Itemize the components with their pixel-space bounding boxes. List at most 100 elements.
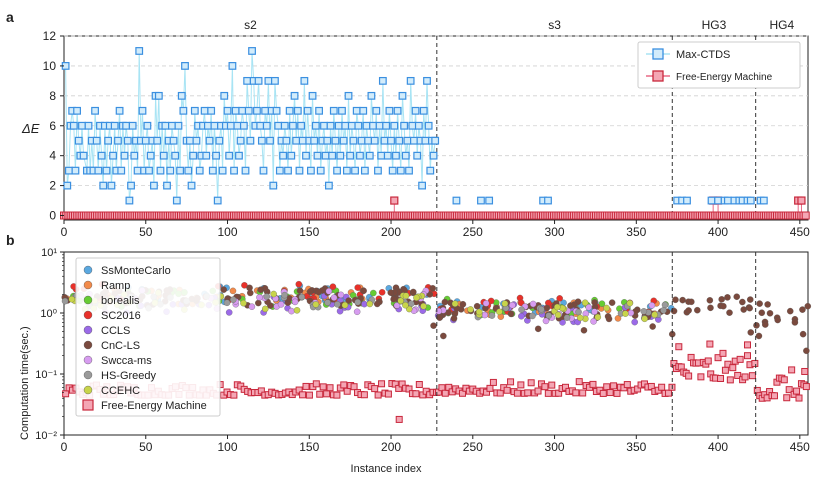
fem-time-point [517,381,525,389]
fem-point [801,211,810,220]
max-ctds-point [145,166,153,175]
fem-time-point [326,384,334,392]
fem-time-point [513,389,521,397]
max-ctds-point [328,151,337,160]
baseline-point [766,310,774,317]
fem-time-outlier [706,340,714,348]
fem-time-point [412,390,420,398]
panel-b-ylabel: Computation time(sec.) [19,326,31,440]
baseline-point [608,299,616,306]
max-ctds-point [364,136,373,145]
max-ctds-point [192,136,201,145]
max-ctds-point [349,136,358,145]
baseline-point [410,288,417,296]
legend-b-label-borealis: borealis [101,295,140,307]
baseline-point [223,299,231,307]
max-ctds-point [213,196,222,205]
panel-a-xtick-label: 0 [61,225,68,239]
baseline-point [451,300,459,307]
panel-b-xtick-label: 350 [626,440,646,454]
fem-time-point [748,372,756,380]
max-ctds-point [239,121,248,130]
max-ctds-point [331,136,340,145]
max-ctds-point [99,181,108,190]
max-ctds-point [298,136,307,145]
fem-time-point [788,366,796,374]
legend-b-label-free-energy-machine: Free-Energy Machine [101,400,207,412]
max-ctds-point [195,166,204,175]
max-ctds-point [146,151,155,160]
panel-b-xlabel: Instance index [351,463,422,475]
max-ctds-point [347,121,356,130]
max-ctds-point [424,121,433,130]
baseline-point [543,304,551,312]
baseline-point [753,322,760,329]
fem-time-point [524,389,532,397]
fem-time-point [548,381,556,389]
max-ctds-point [357,136,366,145]
fem-time-outlier [743,341,751,349]
max-ctds-point [338,106,346,115]
max-ctds-point [97,151,106,160]
baseline-point [603,304,610,312]
baseline-point [747,329,755,336]
max-ctds-point [266,136,274,145]
baseline-point [649,323,656,330]
baseline-point [353,308,361,315]
region-label-hg3: HG3 [702,18,727,32]
max-ctds-point [746,196,755,205]
max-ctds-point [275,166,284,175]
baseline-point [724,294,731,301]
baseline-point [440,332,447,340]
fem-time-point [305,391,313,399]
baseline-point [774,316,781,324]
baseline-point [229,287,237,295]
max-ctds-point [377,151,386,160]
max-ctds-point [302,151,310,160]
max-ctds-point [477,196,485,205]
fem-time-point [441,389,449,397]
baseline-point [387,289,395,296]
legend-b-label-cnc-ls: CnC-LS [101,340,140,352]
baseline-point [429,285,436,292]
baseline-point [402,292,410,299]
region-label-s3: s3 [548,18,561,32]
max-ctds-point [79,151,88,160]
max-ctds-point [233,121,242,130]
fem-time-outlier [675,343,683,351]
baseline-point [341,301,349,309]
max-ctds-point [683,196,691,205]
max-ctds-point [177,91,186,100]
max-ctds-point [65,166,73,175]
panel-a-xtick-label: 300 [545,225,565,239]
max-ctds-point [104,136,113,145]
fem-time-point [714,354,722,362]
baseline-point [450,315,458,322]
baseline-point [240,299,247,307]
max-ctds-point [413,151,422,160]
max-ctds-point [259,166,268,175]
max-ctds-point [262,121,271,130]
fem-time-outlier [395,415,403,423]
max-ctds-point [174,121,183,130]
legend-b-marker [83,310,93,320]
legend-b-fem-marker [82,399,94,411]
fem-time-point [572,389,580,397]
fem-time-point [486,384,494,392]
fem-time-point [360,391,368,399]
fem-time-point [589,380,597,388]
panel-b-ytick-label: 10⁻² [35,430,57,442]
baseline-point [614,315,622,322]
max-ctds-point [289,121,297,130]
max-ctds-point [138,106,147,115]
fem-time-point [719,349,727,357]
baseline-point [509,301,516,309]
fem-time-point [230,391,238,399]
baseline-point [397,297,405,305]
max-ctds-point [125,196,134,205]
max-ctds-point [419,106,428,115]
max-ctds-point [352,106,361,115]
max-ctds-point [324,181,333,190]
max-ctds-point [370,136,379,145]
baseline-point [755,332,763,340]
